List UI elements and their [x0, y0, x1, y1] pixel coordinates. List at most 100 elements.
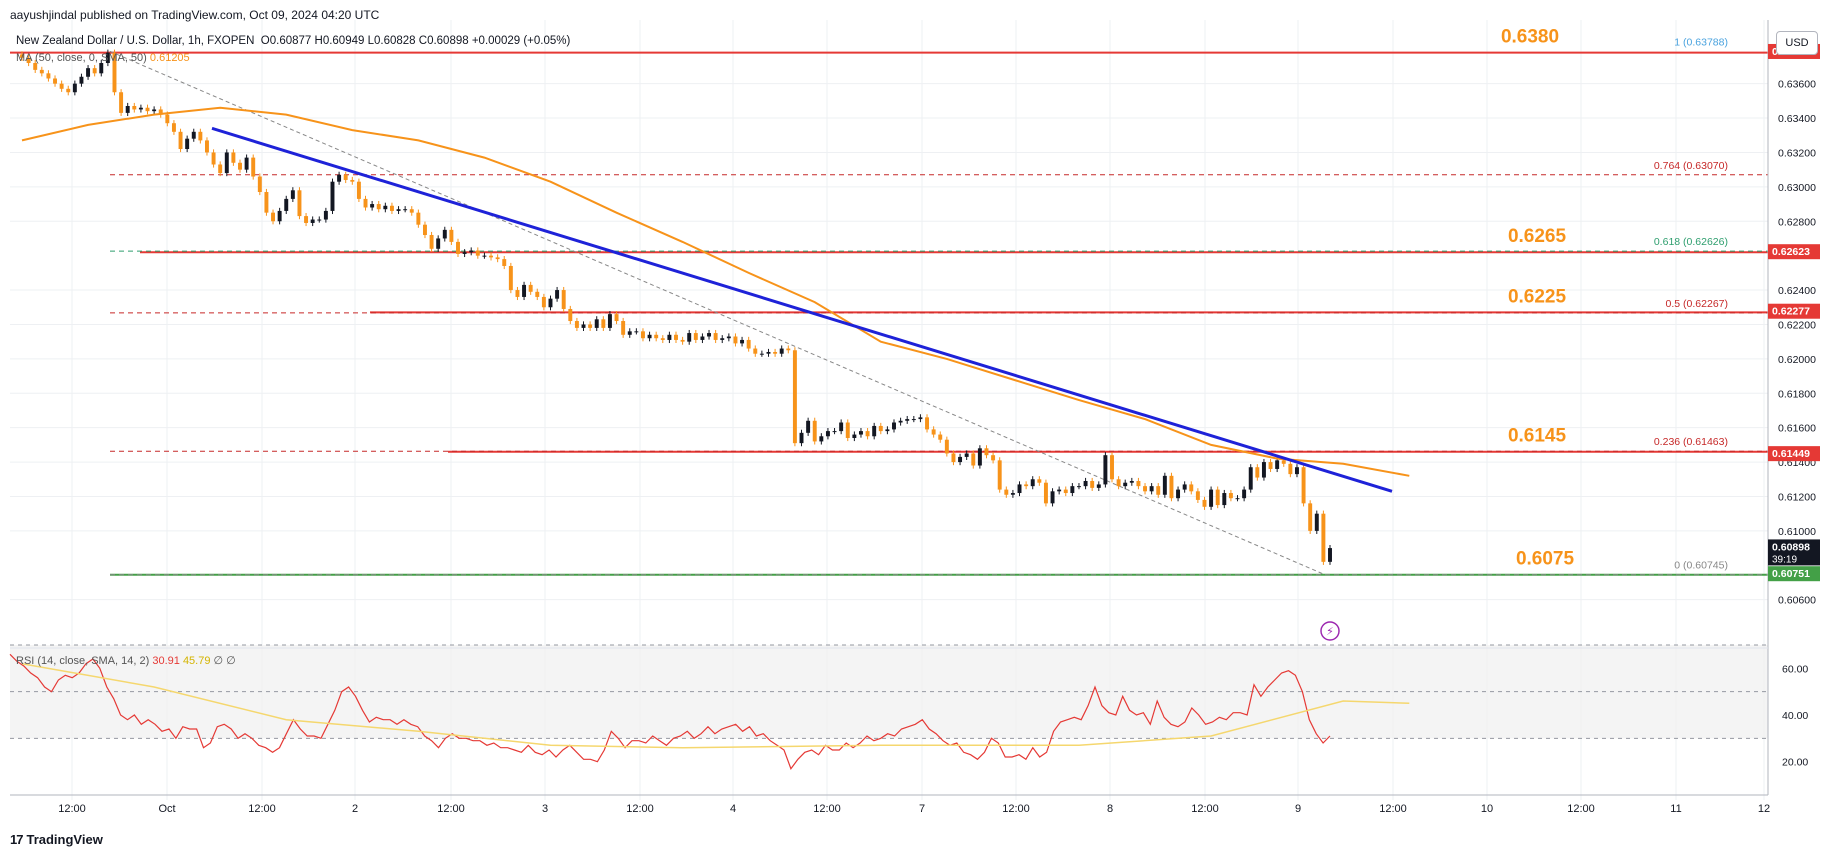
candle-body: [171, 123, 176, 132]
price-tag: [1768, 244, 1820, 260]
candle-body: [1156, 486, 1161, 495]
rsi-value: 30.91: [152, 655, 180, 667]
candle-body: [773, 351, 778, 354]
price-tag-timer: 39:19: [1772, 554, 1797, 565]
candle-body: [667, 334, 672, 340]
candle-body: [1281, 460, 1286, 464]
candle-body: [1116, 479, 1121, 487]
candle-body: [1083, 480, 1088, 487]
candle-body: [832, 431, 837, 433]
candle-body: [753, 348, 758, 354]
candle-body: [1261, 462, 1266, 478]
candle-body: [806, 420, 811, 433]
rsi-sma-value: 45.79: [182, 655, 211, 667]
candle-body: [621, 321, 626, 335]
price-tag-label: 0.61449: [1772, 448, 1810, 460]
candle-body: [356, 181, 361, 199]
candle-body: [892, 422, 896, 430]
x-tick-label: 12:00: [1002, 803, 1030, 815]
candles: [20, 49, 1332, 565]
y-tick-label: 0.63200: [1778, 147, 1816, 159]
candle-body: [475, 250, 480, 256]
x-tick-label: 12: [1758, 803, 1770, 815]
y-tick-label: 0.62800: [1778, 216, 1816, 228]
candle-body: [944, 439, 949, 454]
x-tick-label: 12:00: [248, 803, 276, 815]
candle-body: [1308, 503, 1313, 531]
rsi-extra: ∅ ∅: [213, 655, 236, 667]
ohlc-line: New Zealand Dollar / U.S. Dollar, 1h, FX…: [16, 35, 570, 47]
candle-body: [138, 107, 143, 110]
candle-body: [284, 198, 289, 211]
candle-body: [548, 298, 553, 308]
candle-body: [191, 131, 196, 139]
candle-body: [396, 209, 401, 211]
ma-50-line: [21, 106, 1410, 477]
candle-body: [1202, 499, 1207, 507]
candle-body: [1063, 489, 1068, 494]
price-tag-label: 0.62277: [1772, 306, 1810, 318]
candle-body: [607, 314, 612, 328]
candle-body: [198, 131, 203, 141]
candle-body: [938, 434, 943, 440]
level-label: 0.6075: [1516, 549, 1575, 570]
candle-body: [1235, 498, 1240, 500]
candle-body: [971, 453, 976, 466]
fib-diagonal: [109, 50, 1326, 576]
candle-body: [931, 429, 936, 435]
candle-body: [640, 331, 645, 339]
x-tick-label: 12:00: [437, 803, 465, 815]
candle-body: [495, 257, 500, 260]
ma-legend[interactable]: MA (50, close, 0, SMA, 50) 0.61205: [16, 52, 190, 64]
level-label: 0.6145: [1508, 426, 1567, 447]
x-tick-label: 10: [1481, 803, 1493, 815]
candle-body: [1248, 467, 1253, 490]
candle-body: [1017, 484, 1022, 494]
brand-label: TradingView: [26, 832, 103, 847]
candle-body: [376, 204, 381, 210]
y-tick-label: 0.62000: [1778, 354, 1816, 366]
x-tick-label: 9: [1295, 803, 1301, 815]
candle-body: [238, 162, 242, 170]
candle-body: [515, 290, 520, 297]
candle-body: [436, 238, 441, 249]
candle-body: [713, 333, 718, 340]
candle-body: [594, 319, 599, 328]
candle-body: [323, 210, 328, 220]
rsi-legend[interactable]: RSI (14, close, SMA, 14, 2) 30.91 45.79 …: [16, 654, 236, 667]
ohlc-change: +0.00029 (+0.05%): [471, 35, 571, 47]
price-tag-label: 0.60751: [1772, 568, 1810, 580]
y-tick-label: 0.62200: [1778, 319, 1816, 331]
candle-body: [482, 255, 487, 257]
candle-body: [343, 174, 348, 180]
candle-body: [86, 68, 91, 77]
rsi-sma-line: [21, 662, 1410, 749]
candle-body: [502, 259, 507, 266]
candle-body: [1043, 482, 1048, 504]
candle-body: [330, 181, 335, 211]
level-label: 0.6380: [1501, 27, 1559, 48]
fib-label: 0.764 (0.63070): [1654, 160, 1728, 172]
candle-body: [152, 109, 157, 112]
x-tick-label: 2: [352, 803, 358, 815]
x-tick-label: 12:00: [813, 803, 841, 815]
currency-button[interactable]: USD: [1776, 31, 1818, 55]
candle-body: [508, 265, 513, 291]
ohlc-open: O0.60877: [260, 35, 312, 47]
price-tags: 0.637870.626230.622770.614490.6089839:19…: [1768, 43, 1820, 582]
candle-body: [574, 321, 579, 328]
candle-body: [264, 192, 269, 213]
candle-body: [1242, 489, 1247, 499]
ohlc-close: C0.60898: [418, 35, 469, 47]
candle-body: [337, 174, 342, 182]
candle-body: [409, 209, 414, 213]
candle-body: [99, 63, 104, 74]
candle-body: [244, 157, 249, 170]
candle-body: [297, 190, 302, 217]
rsi-line: [9, 653, 1331, 770]
candle-body: [925, 417, 930, 430]
candle-body: [627, 331, 632, 335]
candle-body: [766, 351, 771, 354]
lightning-icon: [1320, 621, 1340, 641]
candle-body: [1169, 475, 1174, 499]
